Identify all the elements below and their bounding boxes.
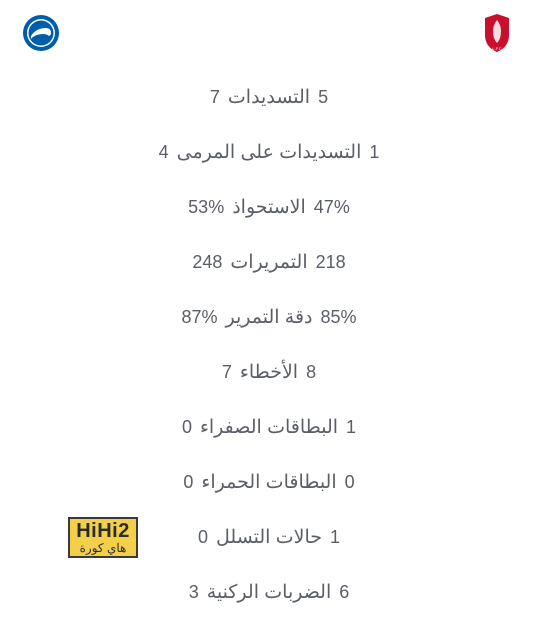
stat-label: الضربات الركنية [199,581,340,604]
stat-row: 1 البطاقات الصفراء 0 [22,400,516,455]
match-stats-panel: L.F.C 5 التسديدات 7 1 التسديدات على المر… [0,0,538,620]
stat-row: 8 الأخطاء 7 [22,345,516,400]
liverpool-icon: L.F.C [482,13,512,53]
crest-row: L.F.C [22,10,516,56]
home-value: 0 [345,472,516,493]
stat-row: 218 التمريرات 248 [22,235,516,290]
stat-label: التسديدات [220,86,318,109]
stat-label: التمريرات [222,251,315,274]
away-value: 53% [22,197,224,218]
away-value: 3 [22,582,199,603]
stat-label: البطاقات الحمراء [193,471,344,494]
away-value: 87% [22,307,217,328]
home-value: 1 [369,142,516,163]
home-crest-liverpool: L.F.C [478,14,516,52]
home-value: 8 [306,362,516,383]
stat-label: الاستحواذ [224,196,314,219]
home-value: 85% [321,307,516,328]
home-value: 1 [330,527,516,548]
stat-row: 6 الضربات الركنية 3 [22,565,516,620]
home-value: 47% [314,197,516,218]
stat-label: حالات التسلل [208,526,330,549]
stat-label: الأخطاء [232,361,306,384]
watermark-badge: HiHi2 هاي كورة [68,517,138,558]
away-value: 4 [22,142,169,163]
home-value: 5 [318,87,516,108]
stat-label: التسديدات على المرمى [169,141,370,164]
away-value: 0 [22,472,193,493]
stat-label: دقة التمرير [217,306,320,329]
home-value: 6 [339,582,516,603]
stat-row: 5 التسديدات 7 [22,70,516,125]
brighton-icon [22,14,60,52]
stat-row: 0 البطاقات الحمراء 0 [22,455,516,510]
watermark-line2: هاي كورة [70,542,136,554]
stat-row: 1 التسديدات على المرمى 4 [22,125,516,180]
stat-label: البطاقات الصفراء [192,416,346,439]
away-value: 7 [22,362,232,383]
away-value: 248 [22,252,222,273]
stat-row: 47% الاستحواذ 53% [22,180,516,235]
svg-text:L.F.C: L.F.C [492,46,501,51]
watermark-line1: HiHi2 [70,521,136,541]
away-value: 7 [22,87,220,108]
away-crest-brighton [22,14,60,52]
home-value: 218 [316,252,516,273]
stat-row: 85% دقة التمرير 87% [22,290,516,345]
away-value: 0 [22,417,192,438]
home-value: 1 [346,417,516,438]
